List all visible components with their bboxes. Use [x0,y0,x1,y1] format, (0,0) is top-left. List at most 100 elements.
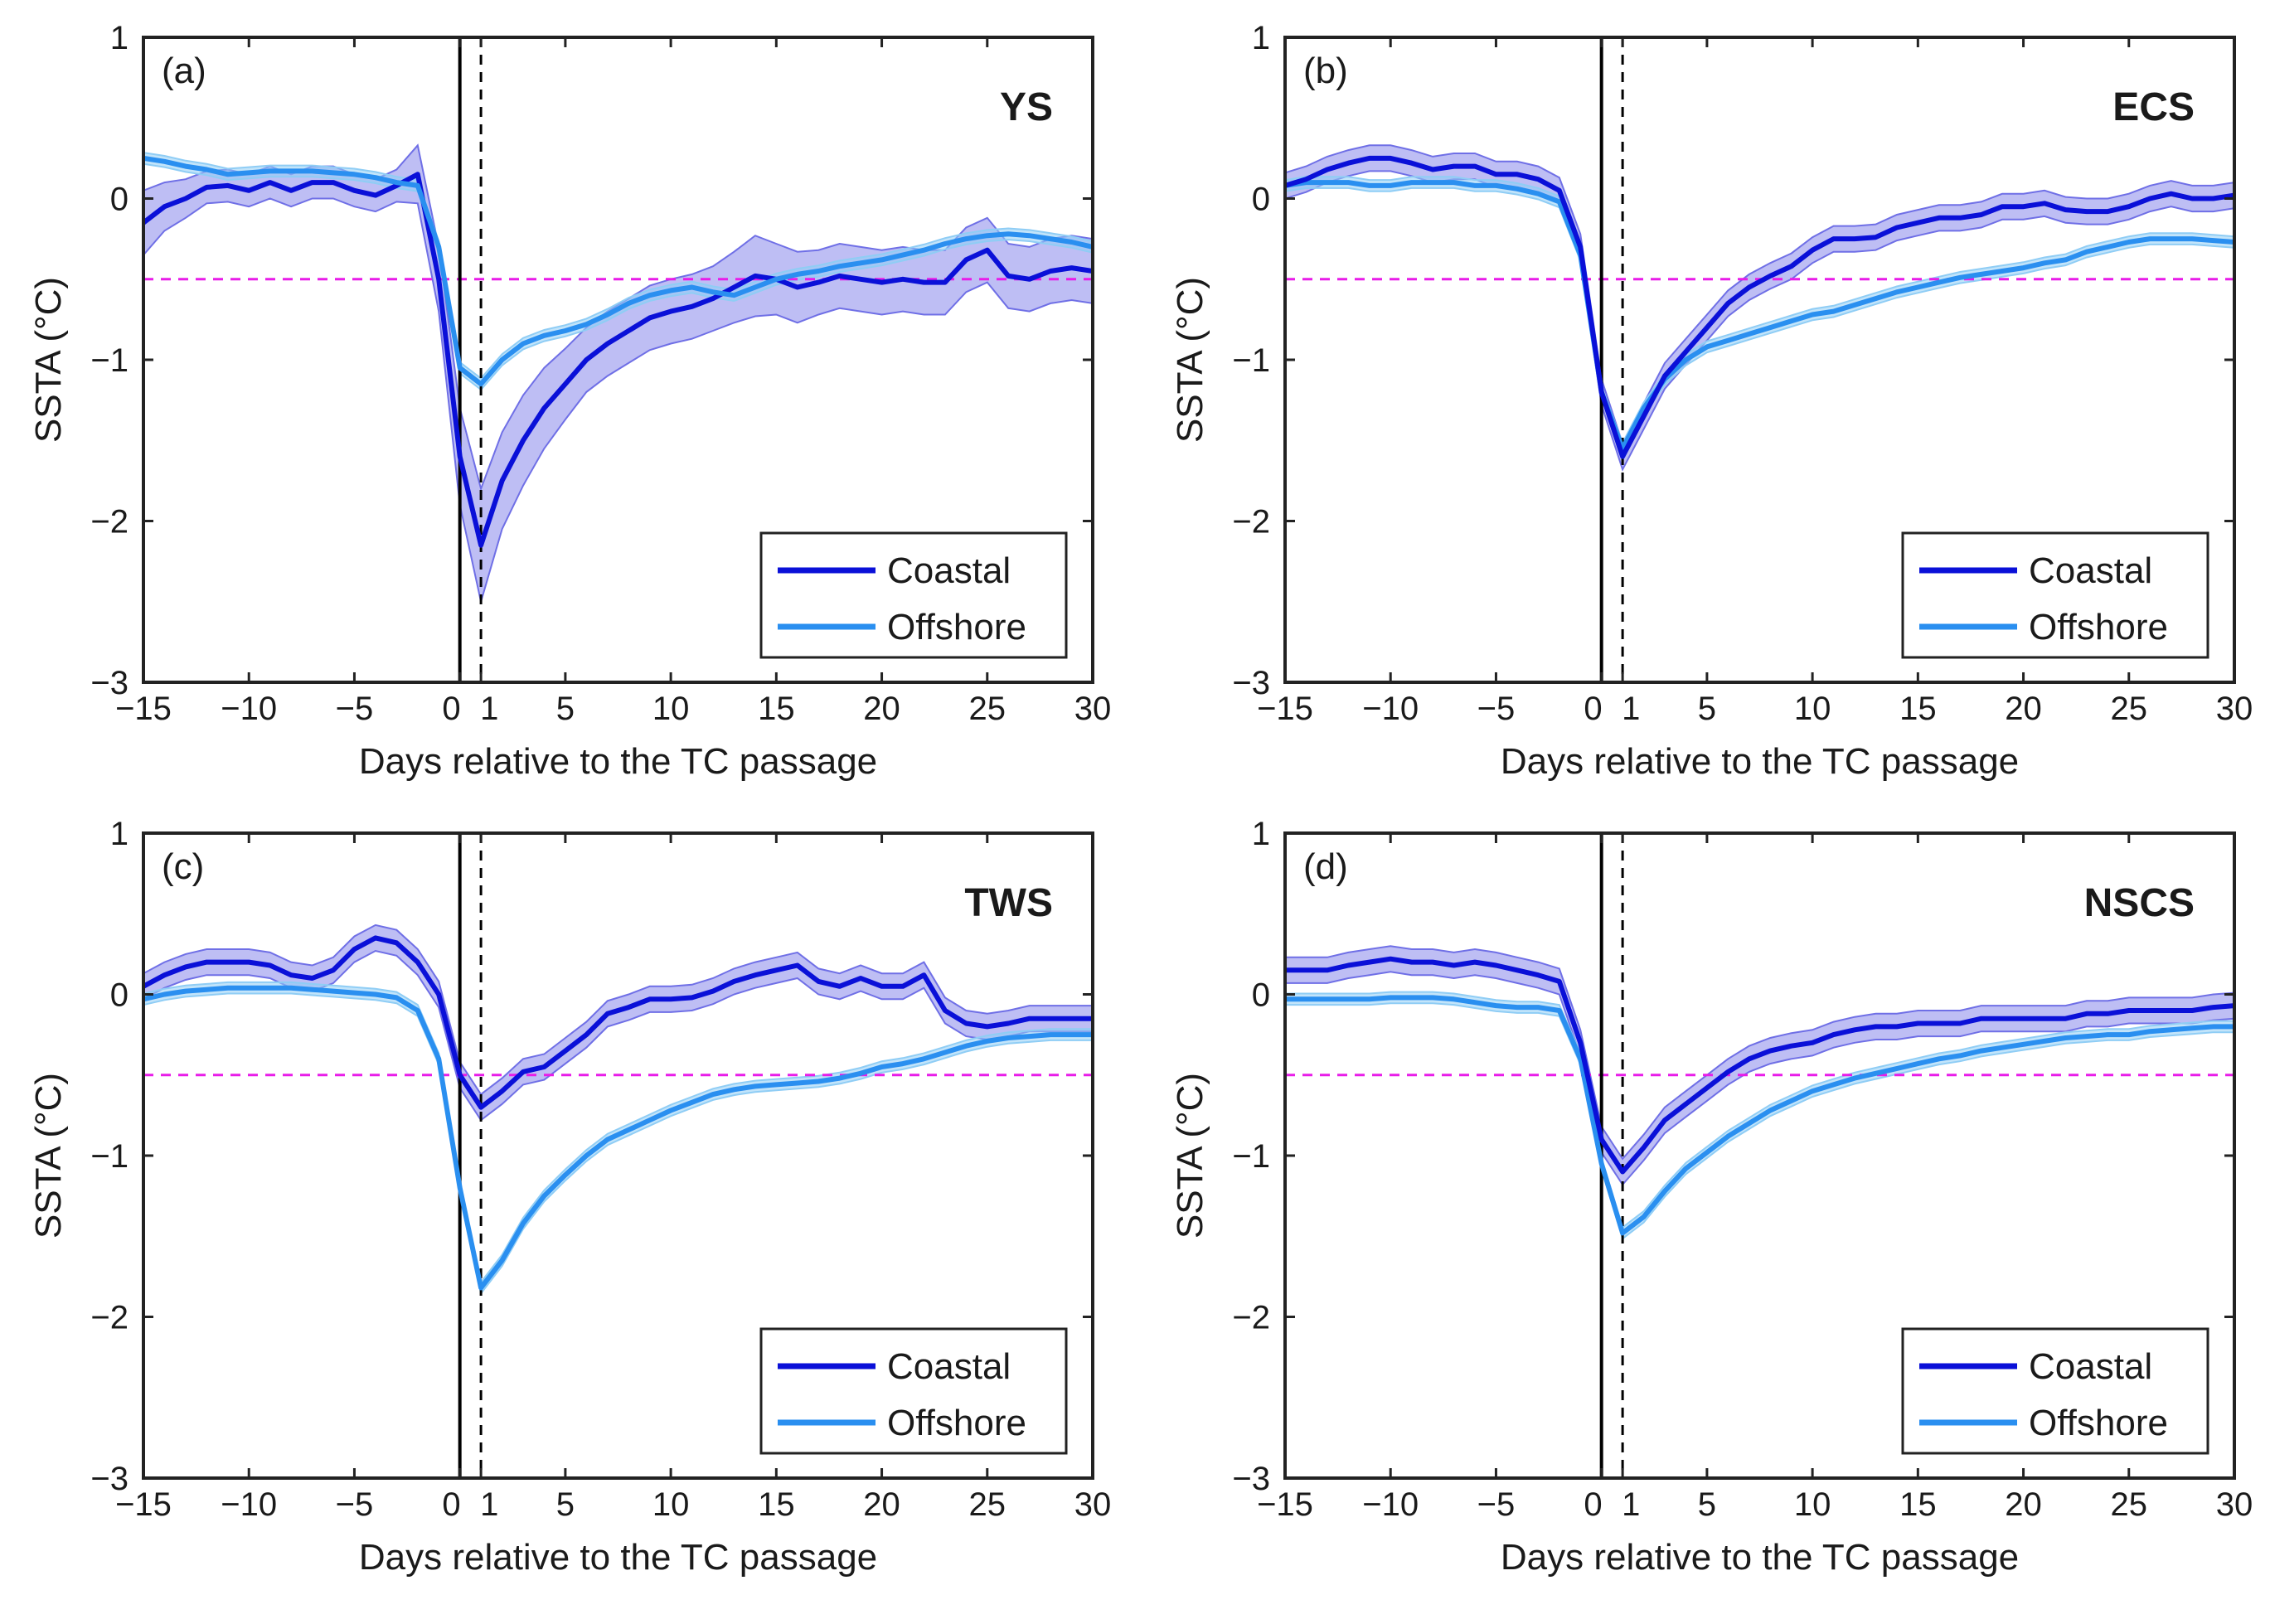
x-tick-label: −10 [1362,1486,1419,1523]
x-tick-label: 1 [480,691,498,727]
x-tick-label: 20 [863,691,900,727]
y-tick-label: −2 [90,1300,129,1336]
plot-area [143,37,1093,682]
legend: Coastal Offshore [1901,1327,2209,1455]
x-tick-label: 30 [2216,1486,2253,1523]
x-tick-label: 0 [1584,1486,1602,1523]
y-tick-label: 0 [1252,182,1270,218]
x-tick-label: 0 [442,691,460,727]
legend-label-offshore: Offshore [887,607,1026,647]
x-tick-label: −10 [221,1486,277,1523]
x-tick-label: 25 [2111,691,2148,727]
series-line-offshore [1285,995,2234,1236]
x-tick-label: −15 [1257,1486,1313,1523]
band-offshore [143,981,1093,1296]
x-tick-label: 10 [1794,1486,1831,1523]
y-axis-title: SSTA (°C) [28,277,69,443]
plot-area [1285,833,2234,1478]
x-tick-label: 15 [1899,1486,1937,1523]
y-tick-label: −3 [1232,665,1270,701]
y-tick-label: −1 [90,1138,129,1175]
x-tick-label: 30 [1074,691,1112,727]
x-tick-label: 10 [652,1486,690,1523]
x-tick-label: 5 [556,1486,575,1523]
y-tick-label: −3 [90,1461,129,1497]
y-tick-label: −1 [90,342,129,379]
legend-box [759,531,1068,659]
x-tick-label: 10 [652,691,690,727]
panel-label: (b) [1303,51,1348,91]
x-tick-label: −5 [336,691,374,727]
legend-label-offshore: Offshore [887,1403,1026,1443]
y-tick-label: −3 [90,665,129,701]
x-tick-label: 5 [1698,1486,1716,1523]
y-axis-title: SSTA (°C) [28,1073,69,1239]
x-axis-title: Days relative to the TC passage [1501,1537,2019,1578]
series-line-coastal [143,935,1093,1110]
legend: Coastal Offshore [759,1327,1068,1455]
region-label: YS [1000,85,1053,129]
legend-label-coastal: Coastal [887,550,1011,591]
x-tick-label: 5 [556,691,575,727]
legend-box [1901,1327,2209,1455]
legend-label-coastal: Coastal [2029,550,2152,591]
series-line-offshore [143,985,1093,1291]
x-tick-label: −15 [115,1486,172,1523]
legend-box [759,1327,1068,1455]
region-label: ECS [2112,85,2195,129]
series-line-offshore [143,155,1093,387]
x-tick-label: 1 [1622,1486,1640,1523]
x-tick-label: 25 [2111,1486,2148,1523]
y-tick-label: 1 [110,816,129,852]
x-axis-title: Days relative to the TC passage [359,741,877,782]
x-tick-label: 15 [758,691,795,727]
band-coastal [1285,144,2234,472]
x-tick-label: −15 [1257,691,1313,727]
x-tick-label: 1 [480,1486,498,1523]
legend: Coastal Offshore [759,531,1068,659]
y-tick-label: −1 [1232,1138,1270,1175]
series-line-coastal [143,172,1093,548]
y-axis-title: SSTA (°C) [1170,1073,1210,1239]
legend-box [1901,531,2209,659]
y-tick-label: −2 [1232,1300,1270,1336]
legend-label-coastal: Coastal [887,1346,1011,1387]
x-tick-label: 30 [1074,1486,1112,1523]
panel-label: (c) [162,846,204,887]
plot-area [1285,37,2234,682]
y-tick-label: 0 [1252,977,1270,1014]
x-tick-label: 25 [969,691,1006,727]
x-tick-label: 30 [2216,691,2253,727]
region-label: TWS [964,881,1053,925]
y-axis-title: SSTA (°C) [1170,277,1210,443]
x-tick-label: −10 [1362,691,1419,727]
y-tick-label: 0 [110,182,129,218]
x-axis-title: Days relative to the TC passage [359,1537,877,1578]
x-tick-label: 10 [1794,691,1831,727]
x-tick-label: 0 [1584,691,1602,727]
x-tick-label: 5 [1698,691,1716,727]
series-line-offshore [1285,180,2234,451]
x-tick-label: 25 [969,1486,1006,1523]
x-tick-label: 15 [758,1486,795,1523]
y-tick-label: 1 [1252,20,1270,56]
x-axis-title: Days relative to the TC passage [1501,741,2019,782]
region-label: NSCS [2084,881,2195,925]
panel-label: (a) [162,51,206,91]
plot-area [143,833,1093,1478]
legend-label-offshore: Offshore [2029,1403,2168,1443]
y-tick-label: −2 [90,504,129,541]
y-tick-label: −1 [1232,342,1270,379]
x-tick-label: 20 [863,1486,900,1523]
y-tick-label: 1 [110,20,129,56]
series-line-coastal [1285,155,2234,459]
x-tick-label: 20 [2005,691,2042,727]
y-tick-label: 1 [1252,816,1270,852]
legend-label-offshore: Offshore [2029,607,2168,647]
series-line-coastal [1285,956,2234,1175]
legend: Coastal Offshore [1901,531,2209,659]
